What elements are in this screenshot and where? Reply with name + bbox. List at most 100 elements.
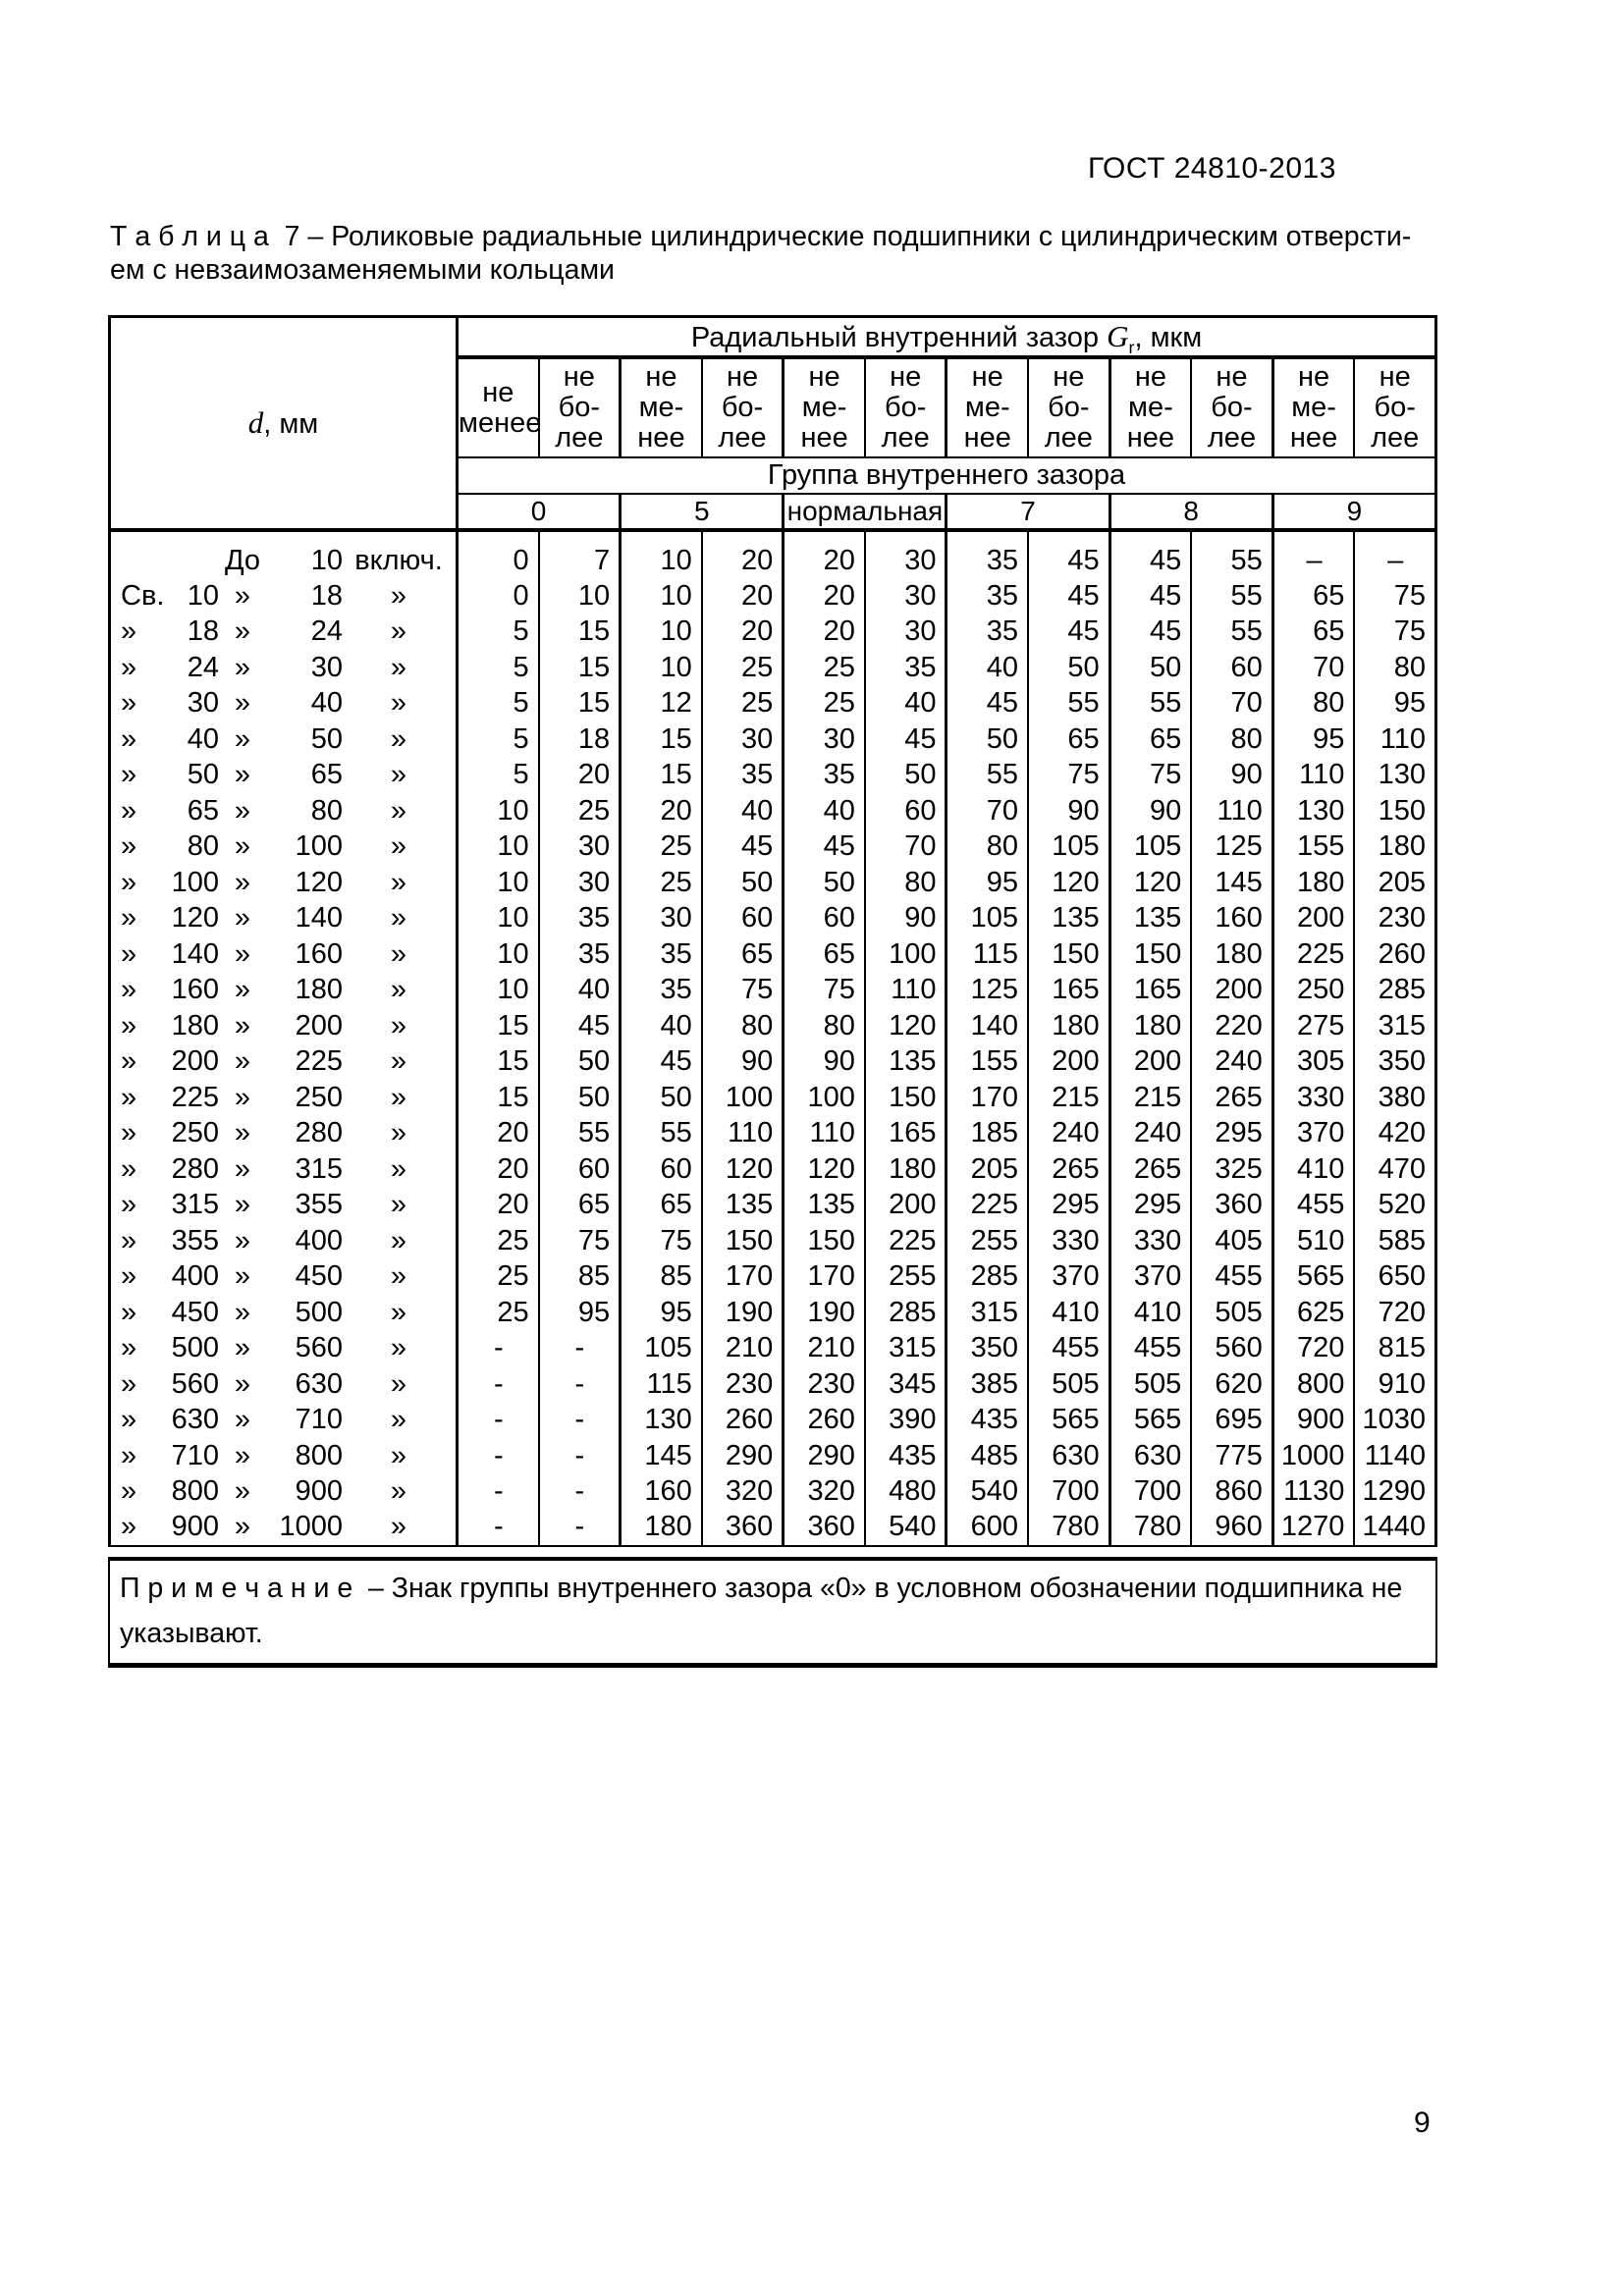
value-cell: 620 (1190, 1366, 1273, 1403)
value-cell: 290 (782, 1438, 865, 1474)
d-range-part: 250 (295, 1081, 343, 1113)
value-cell: 210 (700, 1330, 784, 1366)
d-range-part: » (121, 1439, 137, 1471)
value-cell: - (537, 1510, 621, 1546)
value-cell: 95 (1271, 721, 1355, 758)
value-cell: 350 (1353, 1043, 1436, 1080)
d-range-part: 280 (295, 1117, 343, 1149)
d-range-part: 120 (295, 866, 343, 898)
value-cell: 55 (1108, 685, 1192, 721)
limit-header-cell: не бо-лее (1353, 357, 1436, 458)
d-range-part: 280 (171, 1152, 219, 1185)
d-range-part: » (390, 866, 407, 898)
value-cell: 140 (945, 1008, 1029, 1044)
value-cell: 250 (1271, 972, 1355, 1008)
limit-header-cell: не бо-лее (537, 357, 621, 458)
value-cell: 70 (945, 793, 1029, 829)
value-cell: 35 (537, 936, 621, 973)
value-cell: 200 (1108, 1043, 1192, 1080)
value-cell: 55 (537, 1115, 621, 1151)
note-box: П р и м е ч а н и е – Знак группы внутре… (108, 1556, 1437, 1668)
value-cell: 1290 (1353, 1473, 1436, 1510)
d-range-part: » (121, 1332, 137, 1364)
value-cell: 505 (1190, 1295, 1273, 1331)
limit-header-cell: не бо-лее (1027, 357, 1110, 458)
limit-header-cell: не ме-нее (619, 357, 702, 458)
value-cell: 65 (700, 936, 784, 973)
value-cell: 110 (863, 972, 947, 1008)
value-cell: 40 (537, 972, 621, 1008)
d-range-part: » (390, 1045, 407, 1078)
d-range-part: 315 (171, 1189, 219, 1221)
value-cell: 75 (1353, 578, 1436, 614)
value-cell: 60 (700, 900, 784, 936)
d-range-part: » (234, 1332, 251, 1364)
value-cell: 225 (863, 1223, 947, 1259)
value-cell: 65 (782, 936, 865, 973)
value-cell: 45 (1108, 614, 1192, 650)
table-row: » 400» 450» 25 85 85 170 170 255 285 370 370 455 565 6… (110, 1258, 1436, 1295)
value-cell: 80 (863, 865, 947, 901)
d-range-part: » (121, 759, 137, 791)
d-range-part: » (234, 1152, 251, 1185)
d-range-part: » (390, 759, 407, 791)
d-range-part: » (234, 1439, 251, 1471)
value-cell: 95 (1353, 685, 1436, 721)
value-cell: 70 (863, 828, 947, 865)
limit-header-cell: не бо-лее (863, 357, 947, 458)
value-cell: 380 (1353, 1080, 1436, 1116)
d-range-part: » (390, 1332, 407, 1364)
d-range-part: 400 (171, 1260, 219, 1293)
value-cell: 150 (700, 1223, 784, 1259)
value-cell: 230 (782, 1366, 865, 1403)
value-cell: 35 (945, 578, 1029, 614)
value-cell: 290 (700, 1438, 784, 1474)
d-range-cell: » 560 » 630 » (110, 1366, 458, 1403)
value-cell: 35 (619, 972, 702, 1008)
value-cell: 295 (1190, 1115, 1273, 1151)
value-cell: 45 (537, 1008, 621, 1044)
value-cell: 12 (619, 685, 702, 721)
header-row-top: d, мм Радиальный внутренний зазор Gr, мк… (109, 316, 1436, 532)
d-range-part: 400 (295, 1224, 343, 1256)
value-cell: 360 (1190, 1187, 1273, 1223)
value-cell: 35 (619, 936, 702, 973)
d-range-part: » (390, 1404, 407, 1436)
d-range-cell: » 800 » 900 » (110, 1474, 458, 1511)
d-range-part: » (121, 1367, 137, 1400)
d-range-part: 710 (171, 1439, 219, 1471)
value-cell: 35 (945, 614, 1029, 650)
value-cell: 90 (1027, 793, 1110, 829)
value-cell: 585 (1353, 1223, 1436, 1259)
d-range-part: » (121, 1404, 137, 1436)
value-cell: 700 (1027, 1473, 1110, 1510)
d-range-part: 80 (310, 794, 343, 827)
value-cell: 180 (619, 1510, 702, 1546)
value-cell: 0 (455, 530, 539, 578)
value-cell: 125 (945, 972, 1029, 1008)
d-range-part: 100 (171, 866, 219, 898)
value-cell: 45 (863, 721, 947, 758)
d-range-part: » (390, 1189, 407, 1221)
value-cell: 505 (1027, 1366, 1110, 1403)
value-cell: 900 (1271, 1402, 1355, 1438)
value-cell: 45 (1027, 578, 1110, 614)
value-cell: - (455, 1366, 539, 1403)
value-cell: 20 (455, 1187, 539, 1223)
value-cell: 815 (1353, 1330, 1436, 1366)
value-cell: 215 (1027, 1080, 1110, 1116)
d-range-part: » (121, 1081, 137, 1113)
g-symbol: G (1107, 319, 1129, 353)
value-cell: 50 (537, 1043, 621, 1080)
d-range-part: 450 (171, 1296, 219, 1328)
value-cell: 55 (1190, 578, 1273, 614)
value-cell: 255 (863, 1258, 947, 1295)
table-row: » 200» 225» 15 50 45 90 90 135 155 200 200 240 305 350 (110, 1043, 1436, 1080)
d-range-part: » (390, 794, 407, 827)
value-cell: 205 (945, 1151, 1029, 1188)
limit-header-cell: не ме-нее (945, 357, 1029, 458)
value-cell: 50 (537, 1080, 621, 1116)
d-range-part: » (234, 974, 251, 1006)
d-range-part: » (121, 1189, 137, 1221)
d-unit: , мм (263, 408, 319, 440)
